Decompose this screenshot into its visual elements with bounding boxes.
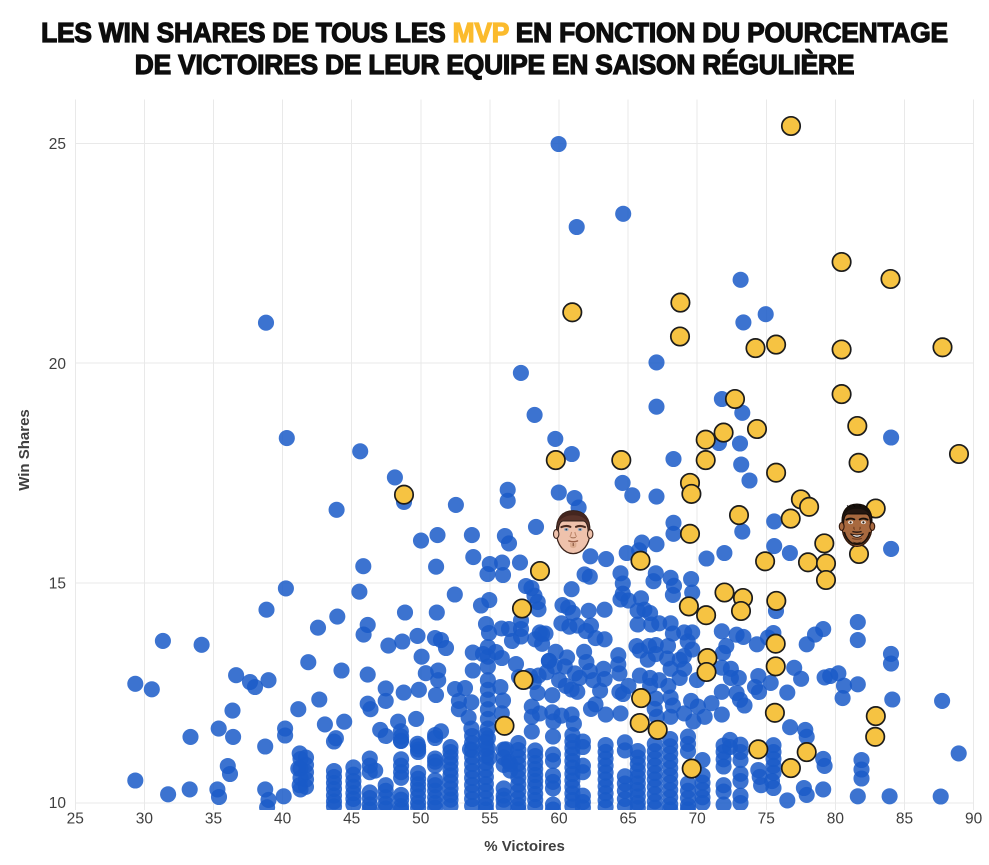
svg-text:75: 75 (758, 811, 775, 828)
svg-text:20: 20 (49, 356, 67, 373)
svg-text:15: 15 (49, 576, 66, 593)
svg-text:45: 45 (343, 811, 360, 828)
svg-text:85: 85 (896, 811, 913, 828)
svg-text:25: 25 (67, 811, 84, 828)
svg-text:50: 50 (412, 811, 430, 828)
svg-text:Win Shares: Win Shares (16, 409, 33, 491)
svg-text:35: 35 (205, 811, 222, 828)
svg-text:55: 55 (481, 811, 498, 828)
svg-text:% Victoires: % Victoires (484, 838, 565, 855)
svg-text:40: 40 (274, 811, 292, 828)
svg-text:25: 25 (49, 136, 66, 153)
svg-text:10: 10 (49, 795, 67, 812)
svg-text:60: 60 (550, 811, 568, 828)
svg-text:70: 70 (689, 811, 707, 828)
svg-text:80: 80 (827, 811, 845, 828)
svg-text:65: 65 (619, 811, 636, 828)
svg-text:90: 90 (965, 811, 983, 828)
svg-text:30: 30 (136, 811, 154, 828)
